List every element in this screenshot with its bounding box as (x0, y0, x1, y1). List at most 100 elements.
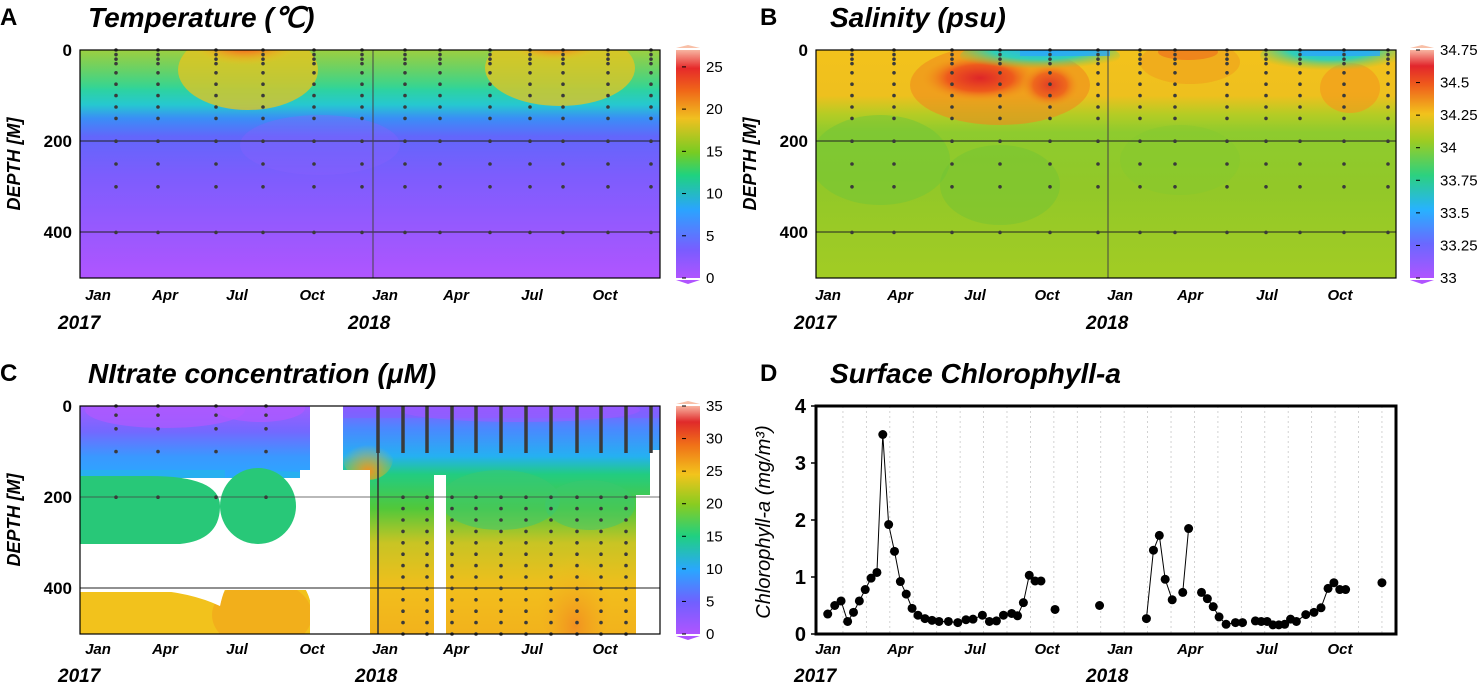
c-station-dot (624, 598, 628, 602)
c-station-dot (599, 518, 603, 522)
c-station-dot (524, 609, 528, 613)
a-station-dot (561, 93, 565, 98)
b-station-dot (850, 82, 854, 86)
b-station-dot (1342, 61, 1346, 66)
colorbar-tick-c-1: 30 (706, 431, 723, 448)
b-station-dot (1048, 230, 1052, 235)
a-station-dot (312, 61, 316, 66)
b-station-dot (998, 71, 1002, 75)
a-station-dot (528, 139, 532, 143)
chl-point (1202, 594, 1212, 604)
chl-point (1154, 530, 1164, 540)
c-station-dot (499, 552, 503, 556)
c-station-dot (499, 598, 503, 602)
a-station-dot (214, 52, 218, 57)
a-station-dot (561, 82, 565, 86)
b-station-dot (1386, 61, 1390, 66)
b-station-dot (998, 52, 1002, 57)
b-station-dot (892, 57, 896, 61)
c-station-dot (599, 541, 603, 545)
b-station-dot (1225, 82, 1229, 86)
b-station-dot (1048, 162, 1052, 166)
c-station-dot (499, 620, 503, 625)
c-station-dot (214, 495, 218, 500)
panel-label-c: C (0, 360, 17, 387)
year-label-b-2017: 2017 (793, 313, 838, 334)
b-station-dot (1138, 61, 1142, 66)
a-station-dot (156, 139, 160, 143)
b-station-dot (1342, 185, 1346, 189)
d-y-tick-2: 2 (795, 510, 806, 532)
colorbar-tick-a-0: 25 (706, 59, 723, 76)
b-station-dot (850, 52, 854, 57)
b-station-dot (850, 105, 854, 109)
a-station-dot (488, 52, 492, 57)
c-station-dot (450, 552, 454, 556)
a-station-dot (561, 116, 565, 121)
b-station-dot (892, 93, 896, 98)
a-station-dot (360, 93, 364, 98)
x-ticks-d: Jan Apr Jul Oct Jan Apr Jul Oct (815, 641, 1353, 658)
b-station-dot (950, 139, 954, 143)
a-station-dot (156, 52, 160, 57)
a-station-dot (488, 82, 492, 86)
chl-point (1024, 570, 1034, 580)
a-station-dot (360, 139, 364, 143)
a-station-dot (528, 116, 532, 121)
colorbar-tick-c-7: 0 (706, 626, 714, 643)
a-station-dot (360, 230, 364, 235)
chl-point (1316, 603, 1326, 613)
c-station-dot (401, 541, 405, 545)
b-station-dot (1173, 71, 1177, 75)
b-station-dot (1138, 52, 1142, 57)
a-station-dot (606, 82, 610, 86)
c-station-dot (524, 552, 528, 556)
c-station-dot (624, 552, 628, 556)
b-station-dot (1342, 52, 1346, 57)
a-station-dot (606, 93, 610, 98)
y-tick-a-1: 200 (44, 132, 72, 151)
b-station-dot (1173, 116, 1177, 121)
b-x-tick-1: Apr (886, 287, 914, 304)
b-station-dot (1225, 230, 1229, 235)
chl-point (884, 520, 894, 530)
c-x-tick-2: Jul (226, 641, 249, 658)
heatmap-salinity (816, 50, 1396, 278)
c-station-dot (450, 620, 454, 625)
c-station-dot (624, 518, 628, 522)
c-station-dot (450, 586, 454, 591)
a-station-dot (312, 52, 316, 57)
b-station-dot (892, 52, 896, 57)
a-station-dot (114, 93, 118, 98)
a-station-dot (438, 93, 442, 98)
b-station-dot (1298, 116, 1302, 121)
a-station-dot (114, 139, 118, 143)
b-station-dot (1173, 162, 1177, 166)
a-station-dot (488, 230, 492, 235)
b-station-dot (950, 57, 954, 61)
a-station-dot (360, 61, 364, 66)
c-x-tick-0: Jan (85, 641, 111, 658)
c-station-dot (549, 620, 553, 625)
b-station-dot (1048, 105, 1052, 109)
c-station-dot (599, 620, 603, 625)
b-station-dot (1298, 71, 1302, 75)
b-station-dot (1386, 57, 1390, 61)
a-station-dot (488, 162, 492, 166)
b-station-dot (1048, 71, 1052, 75)
chl-point (843, 616, 853, 626)
a-station-dot (561, 57, 565, 61)
b-station-dot (1342, 116, 1346, 121)
a-station-dot (438, 52, 442, 57)
chl-point (1141, 614, 1151, 624)
c-station-dot (549, 518, 553, 522)
colorbar-tick-b-0: 34.75 (1440, 42, 1478, 59)
a-station-dot (403, 57, 407, 61)
y-tick-b-2: 400 (780, 223, 808, 242)
c-station-dot (524, 563, 528, 568)
c-station-dot (549, 586, 553, 591)
a-station-dot (214, 116, 218, 121)
a-station-dot (403, 230, 407, 235)
a-station-dot (649, 82, 653, 86)
y-axis-label-a: DEPTH [M] (4, 117, 24, 211)
